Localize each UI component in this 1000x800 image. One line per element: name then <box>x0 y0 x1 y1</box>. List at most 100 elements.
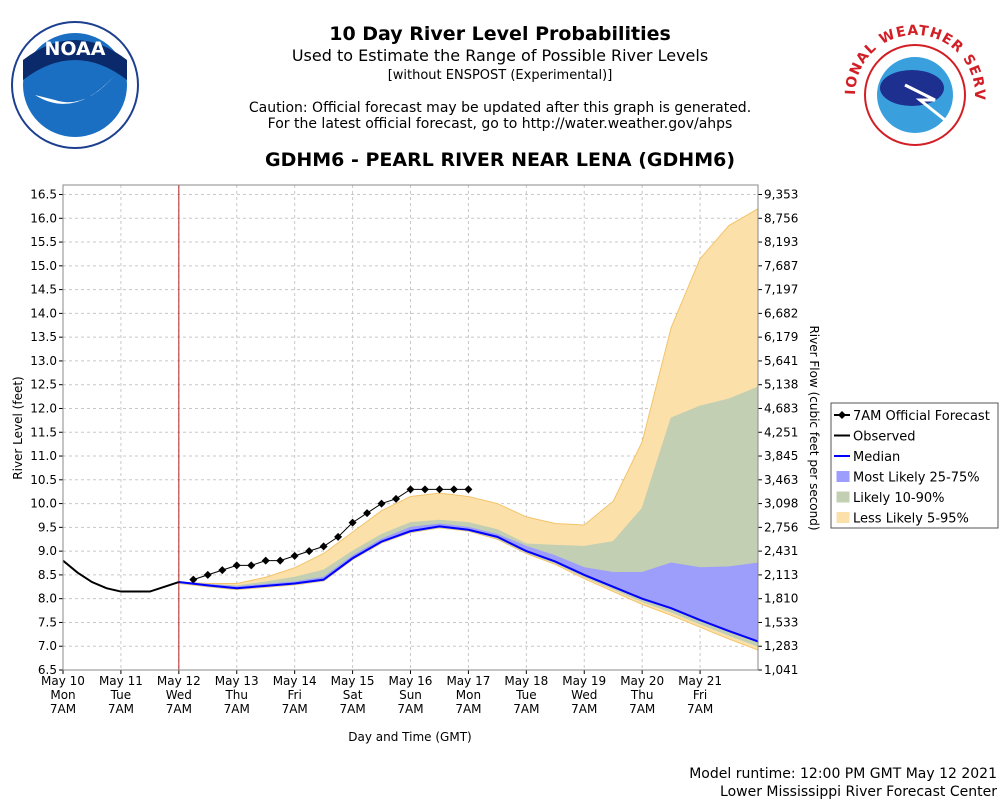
y-tick-label: 9.0 <box>38 544 57 558</box>
y2-tick-label: 1,810 <box>764 592 798 606</box>
x-tick-label: 7AM <box>455 702 481 716</box>
y-tick-label: 16.5 <box>30 188 57 202</box>
y2-tick-label: 2,113 <box>764 568 798 582</box>
x-tick-label: May 12 <box>157 674 201 688</box>
x-tick-label: May 11 <box>99 674 143 688</box>
caution: For the latest official forecast, go to … <box>268 116 733 132</box>
diamond-marker <box>247 561 256 570</box>
x-tick-label: Fri <box>288 688 302 702</box>
diamond-marker <box>406 485 415 494</box>
x-tick-label: 7AM <box>571 702 597 716</box>
y-tick-label: 13.0 <box>30 354 57 368</box>
diamond-marker <box>420 485 429 494</box>
footer: Model runtime: 12:00 PM GMT May 12 2021 <box>689 766 997 782</box>
y-tick-label: 12.0 <box>30 401 57 415</box>
x-tick-label: May 15 <box>331 674 375 688</box>
y2-tick-label: 5,138 <box>764 378 798 392</box>
y2-tick-label: 8,193 <box>764 235 798 249</box>
x-tick-label: 7AM <box>166 702 192 716</box>
note: [without ENSPOST (Experimental)] <box>388 68 613 83</box>
diamond-marker <box>334 532 343 541</box>
plot-frame <box>62 184 759 671</box>
y2-tick-label: 9,353 <box>764 188 798 202</box>
x-tick-label: 7AM <box>282 702 308 716</box>
diamond-marker <box>203 570 212 579</box>
diamond-marker <box>348 518 357 527</box>
legend-swatch <box>836 471 850 482</box>
x-tick-label: 7AM <box>339 702 365 716</box>
y-tick-label: 9.5 <box>38 520 57 534</box>
diamond-marker <box>449 485 458 494</box>
chart-title: GDHM6 - PEARL RIVER NEAR LENA (GDHM6) <box>265 149 735 171</box>
diamond-marker <box>232 561 241 570</box>
y-tick-label: 10.5 <box>30 473 57 487</box>
y2-tick-label: 3,463 <box>764 473 798 487</box>
y-tick-label: 15.0 <box>30 259 57 273</box>
x-tick-label: May 13 <box>215 674 259 688</box>
subtitle: Used to Estimate the Range of Possible R… <box>292 46 708 65</box>
legend-label: Median <box>853 450 900 465</box>
x-tick-label: Sun <box>399 688 422 702</box>
y2-tick-label: 3,845 <box>764 449 798 463</box>
y2-tick-label: 1,283 <box>764 639 798 653</box>
x-tick-label: Wed <box>571 688 597 702</box>
diamond-marker <box>435 485 444 494</box>
x-tick-label: May 21 <box>678 674 722 688</box>
y-tick-label: 14.5 <box>30 283 57 297</box>
x-tick-label: 7AM <box>397 702 423 716</box>
x-tick-label: May 14 <box>273 674 317 688</box>
y-tick-label: 6.5 <box>38 663 57 677</box>
legend-label: Most Likely 25-75% <box>853 471 980 486</box>
y2-tick-label: 7,687 <box>764 259 798 273</box>
y2-axis-label: River Flow (cubic feet per second) <box>807 325 821 530</box>
y2-tick-label: 3,098 <box>764 497 798 511</box>
y2-tick-label: 2,756 <box>764 520 798 534</box>
footer: Lower Mississippi River Forecast Center <box>720 784 997 800</box>
y2-tick-label: 2,431 <box>764 544 798 558</box>
y-tick-label: 12.5 <box>30 378 57 392</box>
legend-label: Less Likely 5-95% <box>853 512 969 527</box>
y-tick-label: 13.5 <box>30 330 57 344</box>
x-tick-label: Thu <box>630 688 654 702</box>
x-tick-label: May 10 <box>41 674 85 688</box>
y2-tick-label: 8,756 <box>764 211 798 225</box>
x-tick-label: May 20 <box>620 674 664 688</box>
legend-label: Observed <box>853 430 916 445</box>
diamond-marker <box>464 485 473 494</box>
x-tick-label: Thu <box>224 688 248 702</box>
noaa-logo: NOAA <box>11 21 139 149</box>
x-tick-label: 7AM <box>50 702 76 716</box>
x-tick-label: 7AM <box>687 702 713 716</box>
y-tick-label: 11.0 <box>30 449 57 463</box>
y2-tick-label: 6,682 <box>764 306 798 320</box>
y2-tick-label: 5,641 <box>764 354 798 368</box>
caution: Caution: Official forecast may be update… <box>249 100 751 116</box>
series-line <box>62 559 180 593</box>
y2-tick-label: 1,041 <box>764 663 798 677</box>
legend-swatch <box>836 491 850 503</box>
diamond-marker <box>319 542 328 551</box>
y2-tick-label: 1,533 <box>764 615 798 629</box>
legend-swatch <box>836 512 850 523</box>
diamond-marker <box>363 509 372 518</box>
y2-tick-label: 6,179 <box>764 330 798 344</box>
x-tick-label: 7AM <box>513 702 539 716</box>
x-tick-label: Wed <box>166 688 192 702</box>
diamond-marker <box>261 556 270 565</box>
x-tick-label: Tue <box>110 688 132 702</box>
y-tick-label: 16.0 <box>30 211 57 225</box>
x-tick-label: May 19 <box>562 674 606 688</box>
x-tick-label: Sat <box>343 688 363 702</box>
diamond-marker <box>290 551 299 560</box>
diamond-marker <box>305 547 314 556</box>
y2-tick-label: 4,683 <box>764 401 798 415</box>
legend-box <box>830 402 999 529</box>
x-tick-label: Tue <box>515 688 537 702</box>
y-tick-label: 15.5 <box>30 235 57 249</box>
diamond-marker <box>377 499 386 508</box>
y-axis-label: River Level (feet) <box>11 376 25 479</box>
x-tick-label: May 18 <box>504 674 548 688</box>
y-tick-label: 7.0 <box>38 639 57 653</box>
y-tick-label: 7.5 <box>38 615 57 629</box>
